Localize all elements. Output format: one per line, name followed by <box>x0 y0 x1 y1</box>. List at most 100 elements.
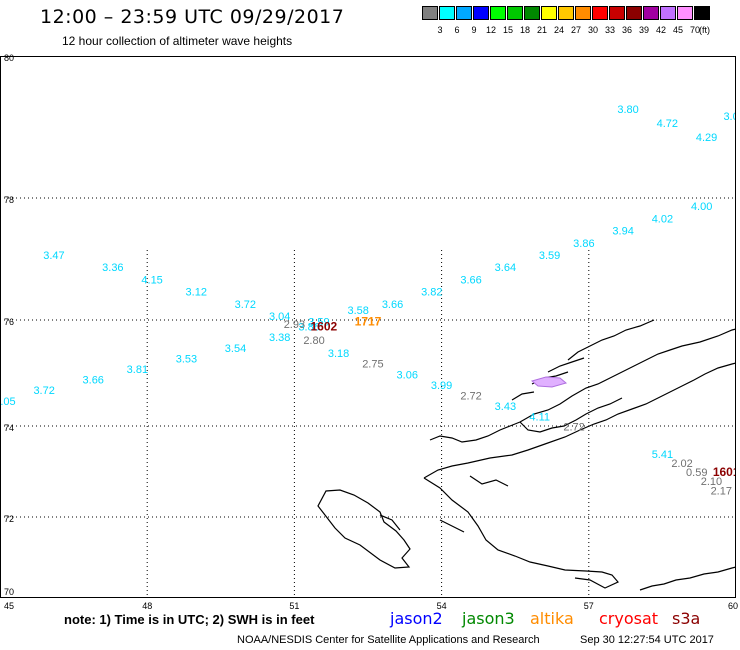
scale-label: 33 <box>604 25 616 35</box>
scale-label: 30 <box>587 25 599 35</box>
footer-note: note: 1) Time is in UTC; 2) SWH is in fe… <box>64 612 315 627</box>
wave-height-value: 3.80 <box>617 104 638 116</box>
wave-height-value: 3.59 <box>308 316 329 328</box>
wave-height-value: 4.29 <box>696 132 717 144</box>
scale-label: 6 <box>454 25 460 35</box>
wave-height-value: 3.47 <box>43 250 64 262</box>
latitude-label: 80 <box>4 53 14 63</box>
latitude-label: 76 <box>4 317 14 327</box>
lat-lon-grid <box>0 197 736 597</box>
wave-height-labels: 3.473.364.153.123.723.043.863.592.93 1602… <box>0 104 740 497</box>
wave-height-value: 3.04 <box>269 311 290 323</box>
wave-height-value: 3.06 <box>397 369 418 381</box>
wave-height-value: 3.54 <box>225 343 246 355</box>
wave-height-value: 3.18 <box>328 348 349 360</box>
wave-height-value: 2.93 <box>284 319 305 331</box>
latitude-label: 78 <box>4 195 14 205</box>
scale-label: 21 <box>536 25 548 35</box>
wave-height-value: 3.66 <box>382 299 403 311</box>
longitude-label: 51 <box>289 601 299 611</box>
longitude-label: 48 <box>142 601 152 611</box>
scale-swatch <box>490 6 506 20</box>
scale-label: 9 <box>471 25 477 35</box>
wave-height-value: 3.59 <box>539 250 560 262</box>
scale-swatch <box>643 6 659 20</box>
wave-height-value: 3.38 <box>269 332 290 344</box>
scale-swatch <box>473 6 489 20</box>
wave-height-value: 3.99 <box>431 380 452 392</box>
scale-swatch <box>626 6 642 20</box>
satellite-altika: altika <box>530 609 574 628</box>
wave-height-value: 2.17 <box>711 485 732 497</box>
pass-time-label: 1717 <box>355 314 382 328</box>
scale-swatch <box>575 6 591 20</box>
wave-height-value: 5.41 <box>652 449 673 461</box>
wave-height-value: 3.86 <box>573 238 594 250</box>
wave-height-value: 3.66 <box>460 274 481 286</box>
scale-swatch <box>609 6 625 20</box>
wave-height-value: 0.59 <box>686 467 707 479</box>
scale-swatch <box>439 6 455 20</box>
scale-label: 3 <box>437 25 443 35</box>
wave-height-value: 2.10 <box>701 476 722 488</box>
wave-height-value: 3.0 <box>723 111 738 123</box>
scale-swatch <box>456 6 472 20</box>
pass-time-label: 1602 <box>310 320 337 334</box>
wave-height-value: 4.11 <box>529 412 550 424</box>
page-title: 12:00 – 23:59 UTC 09/29/2017 <box>40 6 345 28</box>
wave-height-value: 3.82 <box>421 287 442 299</box>
wave-height-value: 2.80 <box>303 335 324 347</box>
pass-time-label: 1601 <box>713 465 740 479</box>
latitude-labels: 80 78 76 74 72 70 <box>4 53 14 597</box>
scale-swatch <box>541 6 557 20</box>
scale-label: 27 <box>570 25 582 35</box>
scale-label: 45 <box>672 25 684 35</box>
scale-swatch <box>660 6 676 20</box>
wave-height-value: 3.36 <box>102 262 123 274</box>
scale-swatch <box>558 6 574 20</box>
satellite-jason2: jason2 <box>390 609 443 628</box>
wave-height-value: 3.64 <box>495 262 516 274</box>
wave-height-value: 3.53 <box>176 353 197 365</box>
wave-height-value: 3.86 <box>298 322 319 334</box>
generated-timestamp: Sep 30 12:27:54 UTC 2017 <box>580 634 714 646</box>
scale-label: 42 <box>655 25 667 35</box>
wave-height-value: 3.12 <box>186 287 207 299</box>
satellite-s3a: s3a <box>672 609 701 628</box>
scale-swatch <box>422 6 438 20</box>
scale-unit: (ft) <box>699 25 710 35</box>
wave-height-value: 3.81 <box>127 364 148 376</box>
scale-swatch <box>677 6 693 20</box>
satellite-jason3: jason3 <box>462 609 515 628</box>
wave-height-value: 3.72 <box>33 385 54 397</box>
wave-height-value: 3.94 <box>612 226 633 238</box>
longitude-labels: 45 48 51 54 57 60 <box>4 601 738 611</box>
map-frame <box>0 56 736 598</box>
latitude-label: 70 <box>4 587 14 597</box>
wave-height-value: 4.00 <box>691 201 712 213</box>
wave-height-value: 2.72 <box>563 422 584 434</box>
scale-label: 39 <box>638 25 650 35</box>
wave-height-value: 3.66 <box>83 375 104 387</box>
coastline <box>317 319 736 591</box>
scale-label: 70 <box>689 25 701 35</box>
latitude-label: 74 <box>4 423 14 433</box>
scale-swatch <box>507 6 523 20</box>
scale-label: 36 <box>621 25 633 35</box>
scale-label: 18 <box>519 25 531 35</box>
wave-height-value: 2.02 <box>671 458 692 470</box>
wave-height-value: 4.05 <box>0 396 16 408</box>
wave-height-value: 2.75 <box>362 359 383 371</box>
page-subtitle: 12 hour collection of altimeter wave hei… <box>62 34 293 48</box>
highlighted-region <box>530 376 568 388</box>
longitude-label: 54 <box>437 601 447 611</box>
scale-swatch <box>694 6 710 20</box>
scale-label: 15 <box>502 25 514 35</box>
longitude-label: 45 <box>4 601 14 611</box>
scale-label: 12 <box>485 25 497 35</box>
wave-height-value: 3.58 <box>347 305 368 317</box>
credit-text: NOAA/NESDIS Center for Satellite Applica… <box>237 634 540 646</box>
wave-height-value: 2.72 <box>460 391 481 403</box>
wave-height-value: 3.43 <box>495 401 516 413</box>
